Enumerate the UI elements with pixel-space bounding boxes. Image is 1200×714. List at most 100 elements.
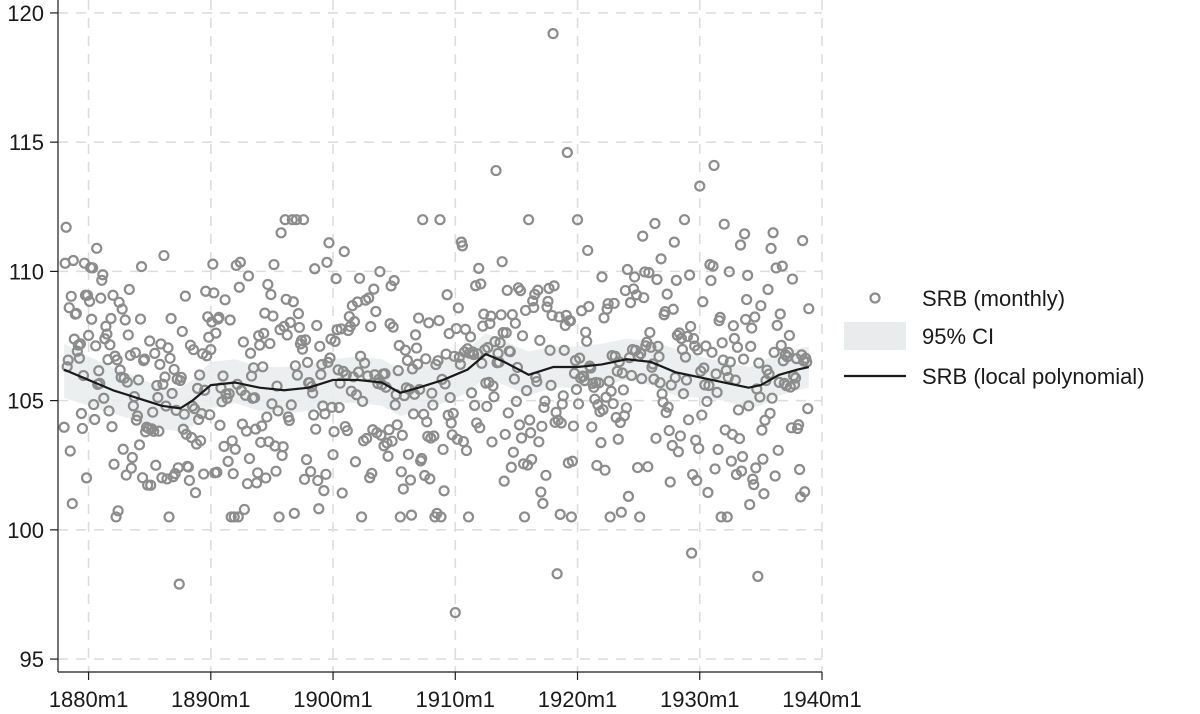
data-point <box>603 375 615 387</box>
data-point <box>238 503 251 516</box>
data-point <box>333 401 345 414</box>
data-point <box>465 387 478 399</box>
data-point <box>484 317 496 330</box>
data-point <box>532 284 544 296</box>
data-point <box>266 398 278 410</box>
data-point <box>134 313 147 325</box>
data-point <box>156 472 168 484</box>
data-point <box>286 214 298 226</box>
data-point <box>129 347 142 359</box>
data-point <box>515 432 528 444</box>
data-point <box>707 260 719 272</box>
data-point <box>132 374 145 386</box>
data-point <box>520 385 533 397</box>
data-point <box>397 483 409 495</box>
data-point <box>745 340 757 352</box>
data-point <box>95 292 107 304</box>
data-point <box>596 271 608 283</box>
data-point <box>187 344 200 356</box>
data-point <box>75 407 88 420</box>
data-point <box>309 263 321 275</box>
data-point <box>653 351 665 363</box>
data-point <box>241 478 254 490</box>
x-tick-label: 1940m1 <box>782 687 862 712</box>
data-point <box>708 159 720 172</box>
data-point <box>161 473 173 485</box>
data-point <box>361 432 373 445</box>
data-point <box>501 284 513 296</box>
data-point <box>776 260 788 272</box>
data-point <box>536 420 548 432</box>
data-point <box>219 294 231 306</box>
data-point <box>792 419 805 431</box>
data-point <box>265 288 277 301</box>
data-point <box>720 364 732 376</box>
data-point <box>706 346 718 358</box>
data-point <box>359 357 371 369</box>
data-point <box>762 283 774 296</box>
data-point <box>285 399 297 411</box>
data-point <box>281 329 293 341</box>
data-point <box>604 511 616 523</box>
data-point <box>518 511 531 523</box>
data-point <box>723 266 735 278</box>
data-point <box>487 380 499 392</box>
data-point <box>417 214 429 226</box>
data-point <box>525 427 537 439</box>
data-point <box>755 300 767 312</box>
data-point <box>725 455 737 467</box>
data-point <box>288 507 300 519</box>
data-point <box>258 327 270 339</box>
data-point <box>645 341 657 353</box>
data-point <box>423 317 435 329</box>
data-point <box>714 311 726 323</box>
data-point <box>700 340 712 352</box>
data-point <box>535 486 547 498</box>
data-point <box>696 409 708 421</box>
data-point <box>175 371 187 383</box>
data-point <box>591 459 603 472</box>
data-point <box>697 296 709 308</box>
data-point <box>379 368 391 380</box>
data-point <box>405 509 418 521</box>
data-point <box>381 437 393 449</box>
data-point <box>211 466 223 478</box>
data-point <box>428 430 440 442</box>
data-point <box>793 463 806 476</box>
data-point <box>273 511 285 523</box>
data-point <box>313 503 325 515</box>
data-point <box>301 356 314 369</box>
data-point <box>207 258 219 270</box>
data-point <box>162 342 174 354</box>
data-point <box>666 439 678 452</box>
trend-line-layer <box>63 352 810 410</box>
data-point <box>527 295 539 307</box>
data-point <box>643 267 655 279</box>
data-point <box>739 313 752 326</box>
data-point <box>173 578 185 590</box>
data-point <box>131 410 144 422</box>
data-point <box>644 326 656 339</box>
data-point <box>308 409 320 421</box>
data-point <box>605 385 617 397</box>
data-point <box>595 437 607 449</box>
grid <box>58 0 823 672</box>
data-point <box>108 458 120 470</box>
data-point <box>452 302 464 314</box>
data-point <box>310 423 322 435</box>
data-point <box>635 347 647 360</box>
data-point <box>193 369 206 381</box>
data-point <box>233 281 245 293</box>
data-point <box>66 497 78 510</box>
data-point <box>663 424 675 437</box>
data-point <box>365 320 377 333</box>
data-point <box>464 331 477 343</box>
data-point <box>318 485 330 497</box>
data-point <box>394 511 406 523</box>
data-point <box>148 425 160 437</box>
data-point <box>783 329 796 342</box>
data-point <box>552 414 564 426</box>
data-point <box>83 295 96 307</box>
data-point <box>698 362 710 374</box>
data-point <box>283 414 295 427</box>
